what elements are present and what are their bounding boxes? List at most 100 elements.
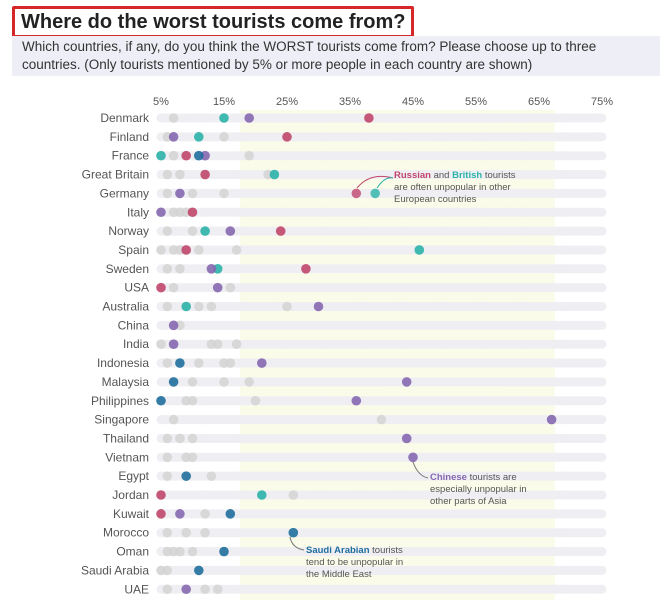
annotation-cn-line: other parts of Asia [430, 496, 507, 507]
country-label: Indonesia [97, 356, 149, 370]
other-country-dot [162, 264, 173, 274]
country-label: Kuwait [113, 507, 150, 521]
china-dot [175, 509, 185, 519]
saudi-dot [168, 377, 179, 387]
other-country-dot [200, 509, 210, 519]
other-country-dot [175, 169, 185, 180]
country-label: Thailand [103, 431, 149, 445]
other-country-dot [175, 433, 185, 444]
other-country-dot [194, 358, 204, 368]
other-country-dot [187, 452, 198, 463]
china-dot [212, 282, 223, 293]
country-label: Egypt [118, 469, 149, 483]
china-dot [181, 584, 191, 595]
country-label: Norway [108, 224, 149, 238]
annotation-arrow [356, 175, 394, 189]
other-country-dot [187, 226, 198, 236]
other-country-dot [225, 282, 236, 293]
annotation-rb-line: are often unpopular in other [394, 182, 511, 193]
x-tick-label: 75% [591, 96, 613, 108]
country-label: Saudi Arabia [81, 563, 149, 577]
other-country-dot [168, 113, 179, 123]
china-dot [206, 264, 217, 274]
britain-dot [200, 226, 210, 236]
other-country-dot [225, 358, 236, 368]
annotation-cn-line: Chinese tourists are [430, 472, 517, 483]
other-country-dot [376, 414, 387, 425]
country-label: Great Britain [82, 168, 149, 182]
britain-dot [219, 113, 229, 123]
other-country-dot [187, 395, 198, 406]
other-country-dot [162, 433, 173, 444]
country-label: China [118, 318, 150, 332]
russia-dot [156, 282, 166, 293]
other-country-dot [187, 546, 198, 557]
other-country-dot [162, 471, 173, 481]
britain-dot [269, 169, 280, 180]
other-country-dot [219, 132, 229, 142]
chart-subtitle: Which countries, if any, do you think th… [22, 39, 597, 72]
country-label: Singapore [94, 413, 149, 427]
saudi-dot [225, 509, 236, 519]
other-country-dot [219, 188, 229, 199]
x-tick-label: 35% [339, 96, 361, 108]
britain-dot [414, 245, 425, 255]
other-country-dot [162, 527, 173, 538]
x-tick-label: 5% [153, 96, 169, 108]
russia-dot [275, 226, 286, 236]
other-country-dot [175, 264, 185, 274]
other-country-dot [181, 527, 191, 538]
annotation-arrow [376, 177, 394, 189]
other-country-dot [231, 245, 242, 255]
china-dot [168, 339, 179, 350]
other-country-dot [156, 245, 166, 255]
annotation-arrow [412, 461, 429, 479]
britain-dot [156, 150, 166, 161]
other-country-dot [194, 301, 204, 312]
china-dot [401, 377, 412, 387]
other-country-dot [156, 339, 166, 350]
other-country-dot [162, 188, 173, 199]
china-dot [244, 113, 254, 123]
other-country-dot [288, 490, 299, 500]
other-country-dot [244, 377, 254, 387]
china-dot [257, 358, 267, 368]
country-label: UAE [124, 582, 149, 596]
annotation-cn-line: especially unpopular in [430, 484, 527, 495]
other-country-dot [162, 226, 173, 236]
subtitle-box: Which countries, if any, do you think th… [12, 36, 660, 76]
annotation-sa-line: Saudi Arabian tourists [306, 545, 403, 556]
china-dot [313, 301, 324, 312]
russia-dot [301, 264, 311, 274]
country-label: Spain [118, 243, 149, 257]
saudi-dot [156, 395, 166, 406]
china-dot [546, 414, 557, 425]
china-dot [156, 207, 166, 218]
country-label: Vietnam [105, 450, 149, 464]
x-tick-label: 55% [465, 96, 487, 108]
other-country-dot [187, 433, 198, 444]
country-labels-group: Denmark Finland France Great Britain Germany… [81, 111, 150, 596]
other-country-dot [168, 282, 179, 293]
china-dot [408, 452, 418, 463]
britain-dot [194, 132, 204, 142]
other-country-dot [206, 471, 217, 481]
russia-dot [187, 207, 198, 218]
other-country-dot [187, 377, 198, 387]
other-country-dot [206, 301, 217, 312]
saudi-dot [194, 565, 204, 576]
russia-dot [200, 169, 210, 180]
country-label: Oman [116, 545, 149, 559]
other-country-dot [212, 339, 223, 350]
country-label: Denmark [100, 111, 150, 125]
other-country-dot [194, 245, 204, 255]
china-dot [351, 395, 362, 406]
other-country-dot [200, 584, 210, 595]
china-dot [168, 320, 179, 331]
other-country-dot [219, 377, 229, 387]
other-country-dot [187, 188, 198, 199]
other-country-dot [168, 150, 179, 161]
annotation-legend-dot [351, 188, 362, 199]
britain-dot [181, 301, 191, 312]
